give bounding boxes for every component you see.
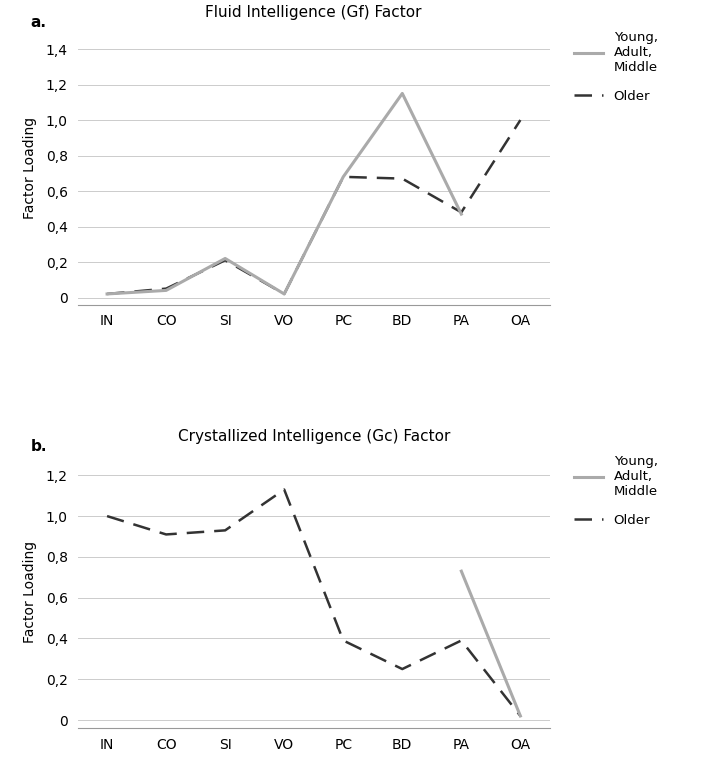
Y-axis label: Factor Loading: Factor Loading (23, 117, 37, 219)
Title: Crystallized Intelligence (Gc) Factor: Crystallized Intelligence (Gc) Factor (178, 429, 450, 444)
Legend: Young,
Adult,
Middle, Older: Young, Adult, Middle, Older (569, 26, 663, 108)
Y-axis label: Factor Loading: Factor Loading (23, 540, 37, 643)
Text: b.: b. (30, 438, 47, 453)
Title: Fluid Intelligence (Gf) Factor: Fluid Intelligence (Gf) Factor (205, 5, 422, 20)
Legend: Young,
Adult,
Middle, Older: Young, Adult, Middle, Older (569, 449, 663, 532)
Text: a.: a. (30, 15, 47, 30)
